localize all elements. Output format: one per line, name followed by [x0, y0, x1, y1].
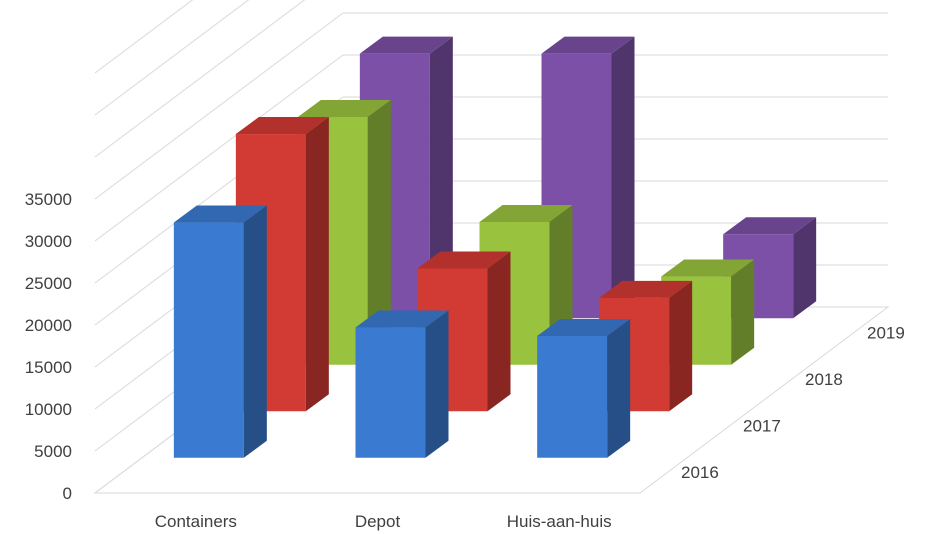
side-wall-gridline	[94, 0, 250, 116]
bar-side-face	[487, 251, 511, 412]
x-axis-categories: Containers Depot Huis-aan-huis	[155, 512, 612, 531]
chart-bars	[173, 36, 817, 458]
y-tick-label: 20000	[25, 316, 72, 335]
bar-front-face	[537, 335, 608, 458]
series-label-2019: 2019	[867, 323, 905, 342]
bar-side-face	[793, 217, 817, 319]
y-tick-label: 35000	[25, 190, 72, 209]
side-wall-gridline	[94, 0, 306, 158]
bar-side-face	[243, 205, 267, 458]
side-wall-gridline	[94, 12, 344, 200]
series-label-2016: 2016	[681, 463, 719, 482]
bar-side-face	[607, 318, 631, 458]
bar-side-face	[429, 36, 453, 319]
bar-top-face	[355, 310, 449, 328]
bar-2016-huis-aan-huis	[537, 318, 631, 458]
bar-side-face	[669, 280, 693, 412]
bar-top-face	[297, 99, 391, 117]
y-tick-label: 10000	[25, 400, 72, 419]
bar-side-face	[611, 36, 635, 319]
y-tick-label: 15000	[25, 358, 72, 377]
bar-2016-containers	[173, 205, 267, 458]
bar-2018-huis-aan-huis	[661, 259, 755, 365]
bar-side-face	[367, 99, 391, 365]
bar-top-face	[541, 36, 635, 54]
bar-top-face	[599, 280, 693, 298]
y-tick-label: 5000	[34, 442, 72, 461]
bar-top-face	[723, 217, 817, 235]
y-tick-label: 25000	[25, 274, 72, 293]
category-label-containers: Containers	[155, 512, 237, 531]
bar-top-face	[235, 117, 329, 135]
bar-side-face	[425, 310, 449, 458]
y-axis-ticks: 0 5000 10000 15000 20000 25000 30000 35000	[25, 190, 72, 503]
bar-front-face	[173, 222, 244, 458]
bar-top-face	[173, 205, 267, 223]
bar-top-face	[359, 36, 453, 54]
series-label-2017: 2017	[743, 416, 781, 435]
bar-side-face	[731, 259, 755, 365]
category-label-depot: Depot	[355, 512, 401, 531]
bar-top-face	[661, 259, 755, 277]
y-tick-label: 0	[63, 484, 72, 503]
depth-axis-series: 2016 2017 2018 2019	[681, 323, 905, 482]
bar-top-face	[479, 204, 573, 222]
category-label-huis-aan-huis: Huis-aan-huis	[507, 512, 612, 531]
y-tick-label: 30000	[25, 232, 72, 251]
side-wall-gridline	[94, 54, 344, 242]
bar-front-face	[355, 327, 426, 458]
bar-2016-depot	[355, 310, 449, 458]
bar-side-face	[305, 117, 329, 412]
bar-top-face	[417, 251, 511, 269]
bar-top-face	[537, 318, 631, 336]
series-label-2018: 2018	[805, 370, 843, 389]
side-wall-gridline	[94, 0, 194, 74]
